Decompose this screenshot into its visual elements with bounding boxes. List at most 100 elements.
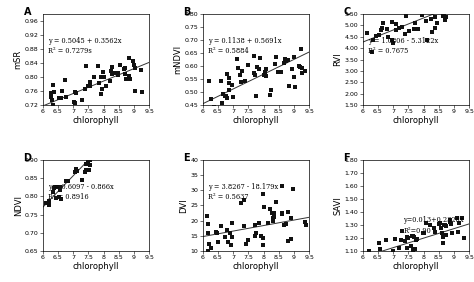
Point	[203, 214, 211, 219]
Point	[460, 7, 467, 12]
Point	[401, 239, 409, 243]
Point	[280, 223, 288, 227]
Point	[82, 64, 89, 69]
Point	[71, 90, 79, 95]
Point	[426, 223, 433, 227]
Text: y = 0.5045 + 0.3562x
R² = 0.7279s: y = 0.5045 + 0.3562x R² = 0.7279s	[48, 37, 121, 55]
Point	[241, 79, 249, 83]
X-axis label: chlorophyll: chlorophyll	[73, 262, 119, 271]
Point	[445, 3, 452, 7]
Text: y = 3.8267 - 18.179x
R² = 0.5637: y = 3.8267 - 18.179x R² = 0.5637	[208, 183, 278, 201]
Point	[369, 262, 376, 267]
Point	[82, 162, 90, 166]
Point	[281, 61, 288, 66]
Point	[240, 224, 247, 229]
Text: y = 0.6097 - 0.866x
R² = 0.8916: y = 0.6097 - 0.866x R² = 0.8916	[48, 183, 114, 201]
Point	[415, 1, 422, 6]
Y-axis label: mNDVI: mNDVI	[173, 45, 182, 74]
Point	[100, 75, 108, 79]
Point	[251, 53, 258, 58]
Point	[235, 66, 242, 70]
Point	[137, 104, 145, 109]
Point	[370, 38, 377, 42]
Text: D: D	[23, 153, 31, 163]
Point	[261, 205, 268, 210]
Point	[56, 188, 64, 192]
Point	[119, 116, 127, 120]
Point	[126, 76, 134, 81]
Point	[269, 216, 276, 221]
Point	[269, 219, 276, 223]
Point	[410, 27, 418, 32]
Point	[256, 259, 264, 264]
Point	[298, 65, 305, 70]
Point	[268, 210, 276, 215]
Point	[45, 199, 52, 203]
Point	[366, 263, 374, 267]
Point	[48, 98, 55, 102]
X-axis label: chlorophyll: chlorophyll	[392, 116, 439, 125]
Point	[52, 185, 59, 189]
Point	[72, 101, 79, 106]
Point	[283, 221, 290, 226]
Point	[370, 252, 377, 256]
Point	[257, 234, 265, 239]
Point	[397, 238, 404, 242]
Point	[120, 67, 128, 71]
Point	[92, 146, 100, 150]
Point	[252, 233, 259, 238]
Point	[267, 93, 274, 98]
Point	[412, 238, 420, 243]
Point	[99, 69, 107, 74]
Point	[49, 103, 56, 108]
Point	[50, 90, 58, 94]
Point	[389, 249, 396, 254]
Point	[223, 96, 230, 100]
Point	[133, 123, 141, 128]
Point	[130, 62, 138, 67]
Point	[79, 178, 86, 182]
Point	[382, 238, 390, 242]
Point	[274, 70, 282, 74]
Point	[256, 55, 264, 60]
Point	[419, 231, 427, 235]
Point	[86, 79, 93, 84]
Point	[226, 88, 233, 93]
Point	[266, 207, 273, 212]
Point	[99, 87, 106, 91]
Point	[57, 196, 65, 201]
Point	[64, 179, 72, 183]
Point	[62, 179, 70, 184]
Point	[261, 73, 268, 77]
Point	[428, 0, 435, 4]
Point	[272, 199, 279, 204]
Point	[431, 230, 438, 234]
Point	[411, 247, 419, 251]
Point	[61, 78, 69, 82]
Point	[301, 220, 309, 224]
Point	[218, 79, 225, 83]
Point	[125, 120, 132, 124]
Point	[442, 224, 450, 229]
Point	[70, 100, 78, 104]
Point	[134, 104, 141, 109]
Point	[63, 178, 71, 183]
Point	[236, 73, 244, 77]
Point	[428, 7, 436, 11]
Point	[106, 78, 114, 83]
Point	[277, 69, 285, 74]
Point	[441, 17, 449, 22]
Point	[288, 67, 296, 71]
Point	[97, 92, 105, 96]
Point	[82, 168, 90, 172]
Point	[392, 27, 400, 32]
Point	[408, 234, 416, 239]
Point	[405, 29, 413, 34]
Point	[90, 148, 97, 153]
Point	[129, 59, 137, 63]
Point	[110, 70, 118, 75]
Point	[131, 88, 139, 93]
Point	[262, 66, 270, 71]
Point	[407, 244, 415, 249]
Point	[440, 223, 448, 228]
